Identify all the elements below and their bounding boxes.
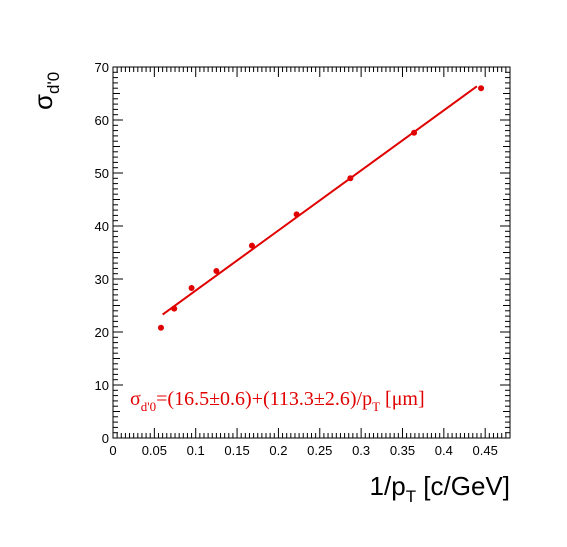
fit-annotation-rest: [μm]	[380, 388, 425, 410]
x-axis-title-main: 1/p	[370, 471, 406, 501]
x-tick-label: 0.2	[269, 443, 287, 458]
x-tick-label: 0.3	[352, 443, 370, 458]
y-tick-label: 10	[95, 378, 109, 393]
fit-annotation-sub1: d'0	[141, 399, 156, 414]
x-tick-label: 0.35	[390, 443, 415, 458]
axis-ticks	[112, 66, 511, 439]
y-tick-label: 20	[95, 325, 109, 340]
data-point	[293, 211, 300, 218]
data-point	[347, 175, 354, 182]
data-point	[188, 285, 195, 292]
x-tick-label: 0.45	[473, 443, 498, 458]
fit-annotation: σd'0=(16.5±0.6)+(113.3±2.6)/pT [μm]	[130, 388, 425, 414]
x-tick-label: 0.4	[435, 443, 453, 458]
y-tick-label: 0	[102, 431, 109, 446]
x-tick-label: 0.1	[187, 443, 205, 458]
x-tick-label: 0.25	[307, 443, 332, 458]
data-point	[248, 242, 255, 249]
x-tick-label: 0	[109, 443, 116, 458]
data-point	[411, 129, 418, 136]
x-tick-label: 0.15	[224, 443, 249, 458]
x-axis-title-rest: [c/GeV]	[416, 471, 510, 501]
fit-annotation-sub2: T	[372, 399, 380, 414]
data-point	[478, 85, 485, 92]
data-point	[213, 268, 220, 275]
x-tick-label: 0.05	[142, 443, 167, 458]
x-axis-title: 1/pT [c/GeV]	[370, 471, 510, 506]
y-tick-label: 70	[95, 60, 109, 75]
y-tick-label: 30	[95, 272, 109, 287]
fit-layer	[162, 85, 478, 316]
data-point	[171, 305, 178, 312]
tick-labels: 0 0.05 0.1 0.15 0.2 0.25 0.3 0.35 0.4 0.45 0 10 20 30…	[95, 60, 498, 458]
y-axis-title: σd'0	[28, 72, 63, 110]
x-axis-title-sub: T	[406, 487, 416, 506]
y-tick-label: 50	[95, 166, 109, 181]
fit-line	[162, 85, 478, 316]
y-axis-title-main: σ	[28, 94, 58, 110]
fit-annotation-mid: =(16.5±0.6)+(113.3±2.6)/p	[156, 388, 372, 410]
y-tick-label: 60	[95, 113, 109, 128]
data-points	[157, 85, 485, 331]
y-tick-label: 40	[95, 219, 109, 234]
plot-frame	[112, 66, 511, 439]
fit-annotation-sigma: σ	[130, 388, 141, 410]
data-point	[157, 324, 164, 331]
y-axis-title-sub: d'0	[44, 72, 63, 94]
